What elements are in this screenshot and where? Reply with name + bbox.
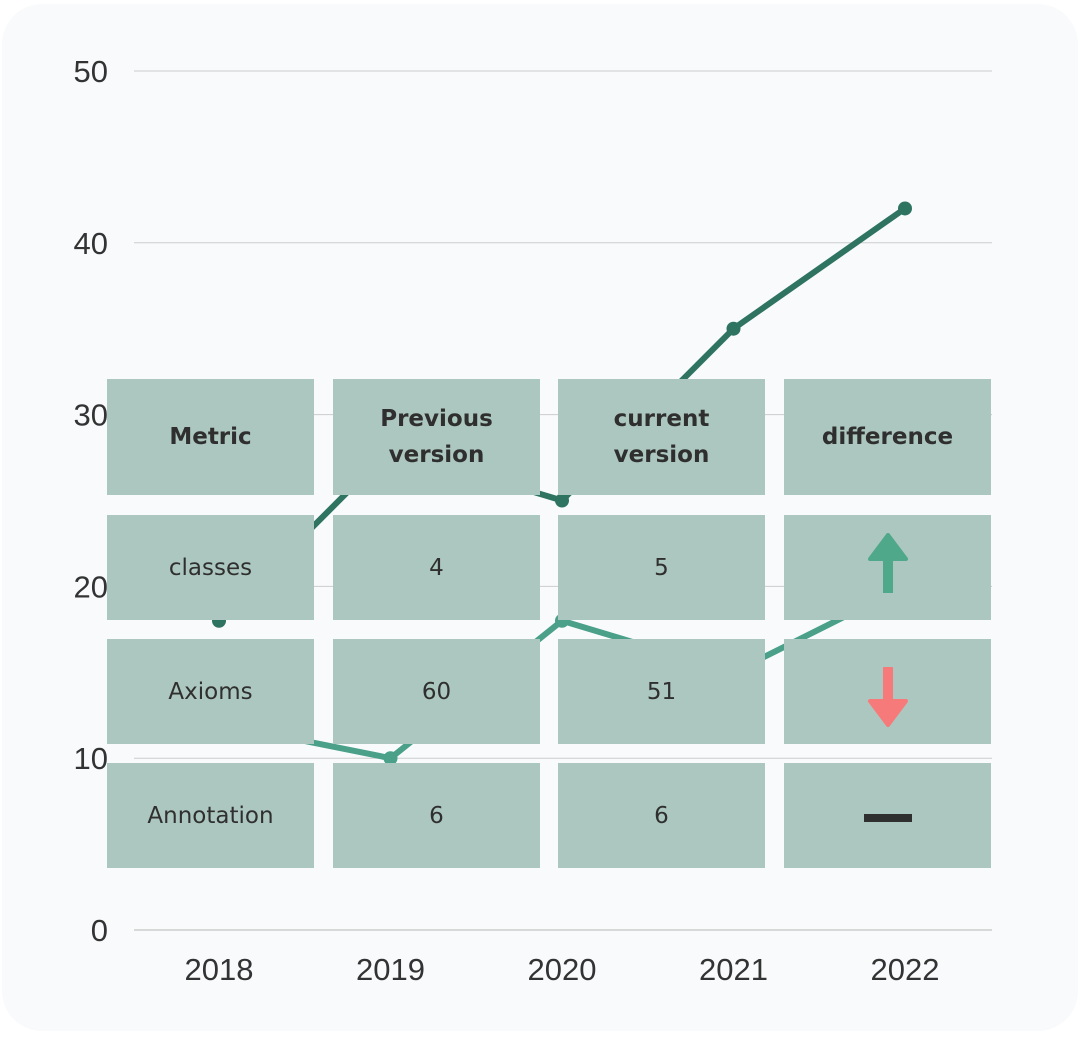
y-tick-label: 10 [74, 741, 108, 776]
x-tick-label: 2021 [699, 952, 768, 987]
table-cell-metric: classes [107, 515, 314, 620]
table-cell-current: 5 [558, 515, 765, 620]
y-tick-labels: 0 10 20 30 40 50 [74, 54, 108, 948]
table-header-metric: Metric [107, 379, 314, 495]
data-point [726, 321, 741, 336]
table-header-difference: difference [784, 379, 991, 495]
data-point [555, 493, 569, 508]
table-cell-previous: 60 [333, 639, 540, 744]
data-point [383, 751, 398, 766]
table-cell-difference [784, 639, 991, 744]
table-cell-current: 6 [558, 763, 765, 868]
table-header-previous: Previous version [333, 379, 540, 495]
arrow-up-icon [867, 532, 908, 593]
y-tick-label: 40 [74, 226, 108, 261]
table-cell-metric: Axioms [107, 639, 314, 744]
table-header-current: current version [558, 379, 765, 495]
x-tick-label: 2020 [528, 952, 597, 987]
x-tick-label: 2018 [185, 952, 254, 987]
table-cell-difference [784, 515, 991, 620]
y-tick-label: 20 [74, 569, 108, 604]
table-cell-difference [784, 763, 991, 868]
x-tick-label: 2022 [871, 952, 940, 987]
y-tick-label: 30 [74, 398, 108, 433]
arrow-down-icon [867, 666, 908, 727]
dash-icon [863, 813, 912, 822]
y-tick-label: 50 [74, 54, 108, 89]
table-cell-previous: 4 [333, 515, 540, 620]
table-cell-metric: Annotation [107, 763, 314, 868]
y-tick-label: 0 [91, 913, 108, 948]
table-cell-current: 51 [558, 639, 765, 744]
x-tick-label: 2019 [356, 952, 425, 987]
data-point [898, 201, 912, 216]
x-tick-labels: 2018 2019 2020 2021 2022 [185, 952, 940, 987]
table-cell-previous: 6 [333, 763, 540, 868]
